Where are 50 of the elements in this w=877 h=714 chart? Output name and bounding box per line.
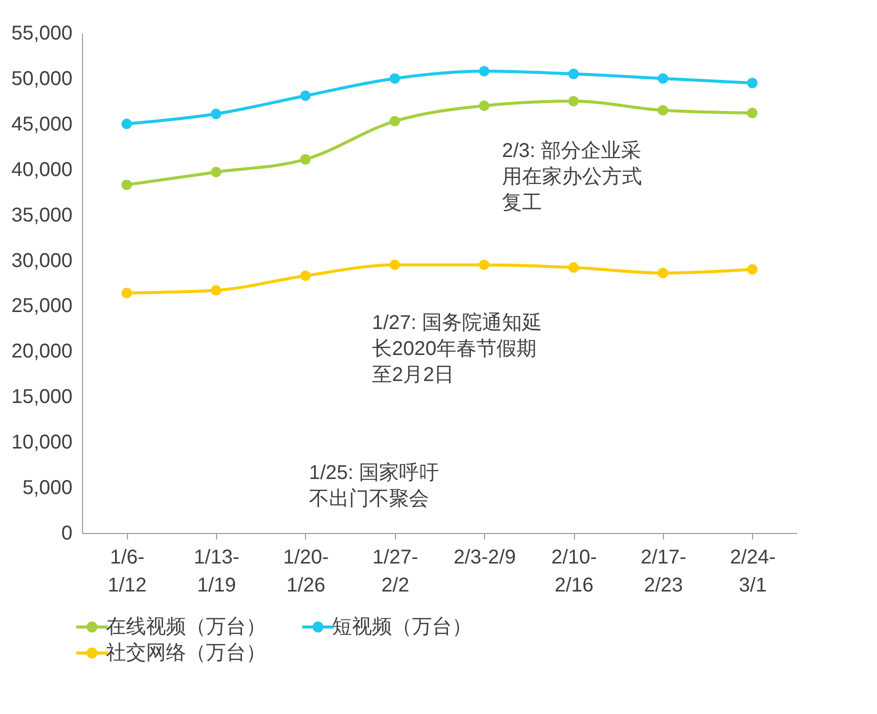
legend-label: 短视频（万台）	[332, 616, 472, 638]
x-tick-label: 1/6- 1/12	[108, 546, 147, 596]
point	[478, 260, 490, 270]
point	[747, 78, 758, 88]
y-tick-label: 30,000	[11, 250, 72, 272]
point	[568, 96, 579, 106]
point	[300, 90, 311, 101]
y-tick-label: 25,000	[11, 295, 72, 318]
annotation: 2/3: 部分企业采用在家办公方式复工	[502, 140, 642, 214]
y-tick-label: 35,000	[11, 204, 72, 226]
y-tick-label: 40,000	[11, 158, 72, 181]
x-tick-label: 1/27- 2/2	[372, 546, 418, 596]
point	[568, 262, 579, 273]
point	[210, 108, 222, 120]
point	[658, 73, 668, 84]
point	[121, 118, 132, 130]
y-tick-label: 20,000	[11, 340, 72, 363]
annotation: 1/27: 国务院通知延长2020年春节假期至2月2日	[372, 312, 542, 386]
x-tick-label: 1/20- 1/26	[283, 546, 329, 596]
point	[390, 73, 400, 84]
legend-label: 社交网络（万台）	[106, 642, 266, 664]
point	[747, 108, 758, 118]
y-tick-label: 45,000	[11, 113, 72, 136]
point	[658, 105, 668, 116]
legend-label: 在线视频（万台）	[106, 616, 266, 638]
y-tick-label: 55,000	[11, 22, 72, 44]
y-tick-label: 5,000	[22, 477, 72, 500]
point	[390, 116, 400, 126]
point	[478, 100, 490, 111]
y-tick-label: 0	[61, 522, 72, 544]
y-tick-label: 50,000	[11, 68, 72, 90]
x-tick-label: 2/17- 2/23	[640, 546, 686, 596]
point	[390, 260, 400, 270]
point	[658, 268, 668, 278]
point	[568, 68, 579, 80]
point	[478, 66, 490, 76]
point	[210, 166, 222, 178]
x-tick-label: 1/13- 1/19	[194, 546, 240, 596]
point	[210, 285, 222, 296]
annotation: 1/25: 国家呼吁不出门不聚会	[309, 462, 440, 510]
x-tick-label: 2/10- 2/16	[551, 546, 597, 596]
x-tick-label: 2/3-2/9	[454, 546, 516, 568]
point	[300, 154, 311, 165]
point	[747, 264, 758, 275]
y-tick-label: 10,000	[11, 432, 72, 454]
x-tick-label: 2/24- 3/1	[730, 546, 776, 596]
point	[121, 288, 132, 298]
y-tick-label: 15,000	[11, 386, 72, 408]
point	[121, 180, 132, 190]
point	[300, 270, 311, 281]
